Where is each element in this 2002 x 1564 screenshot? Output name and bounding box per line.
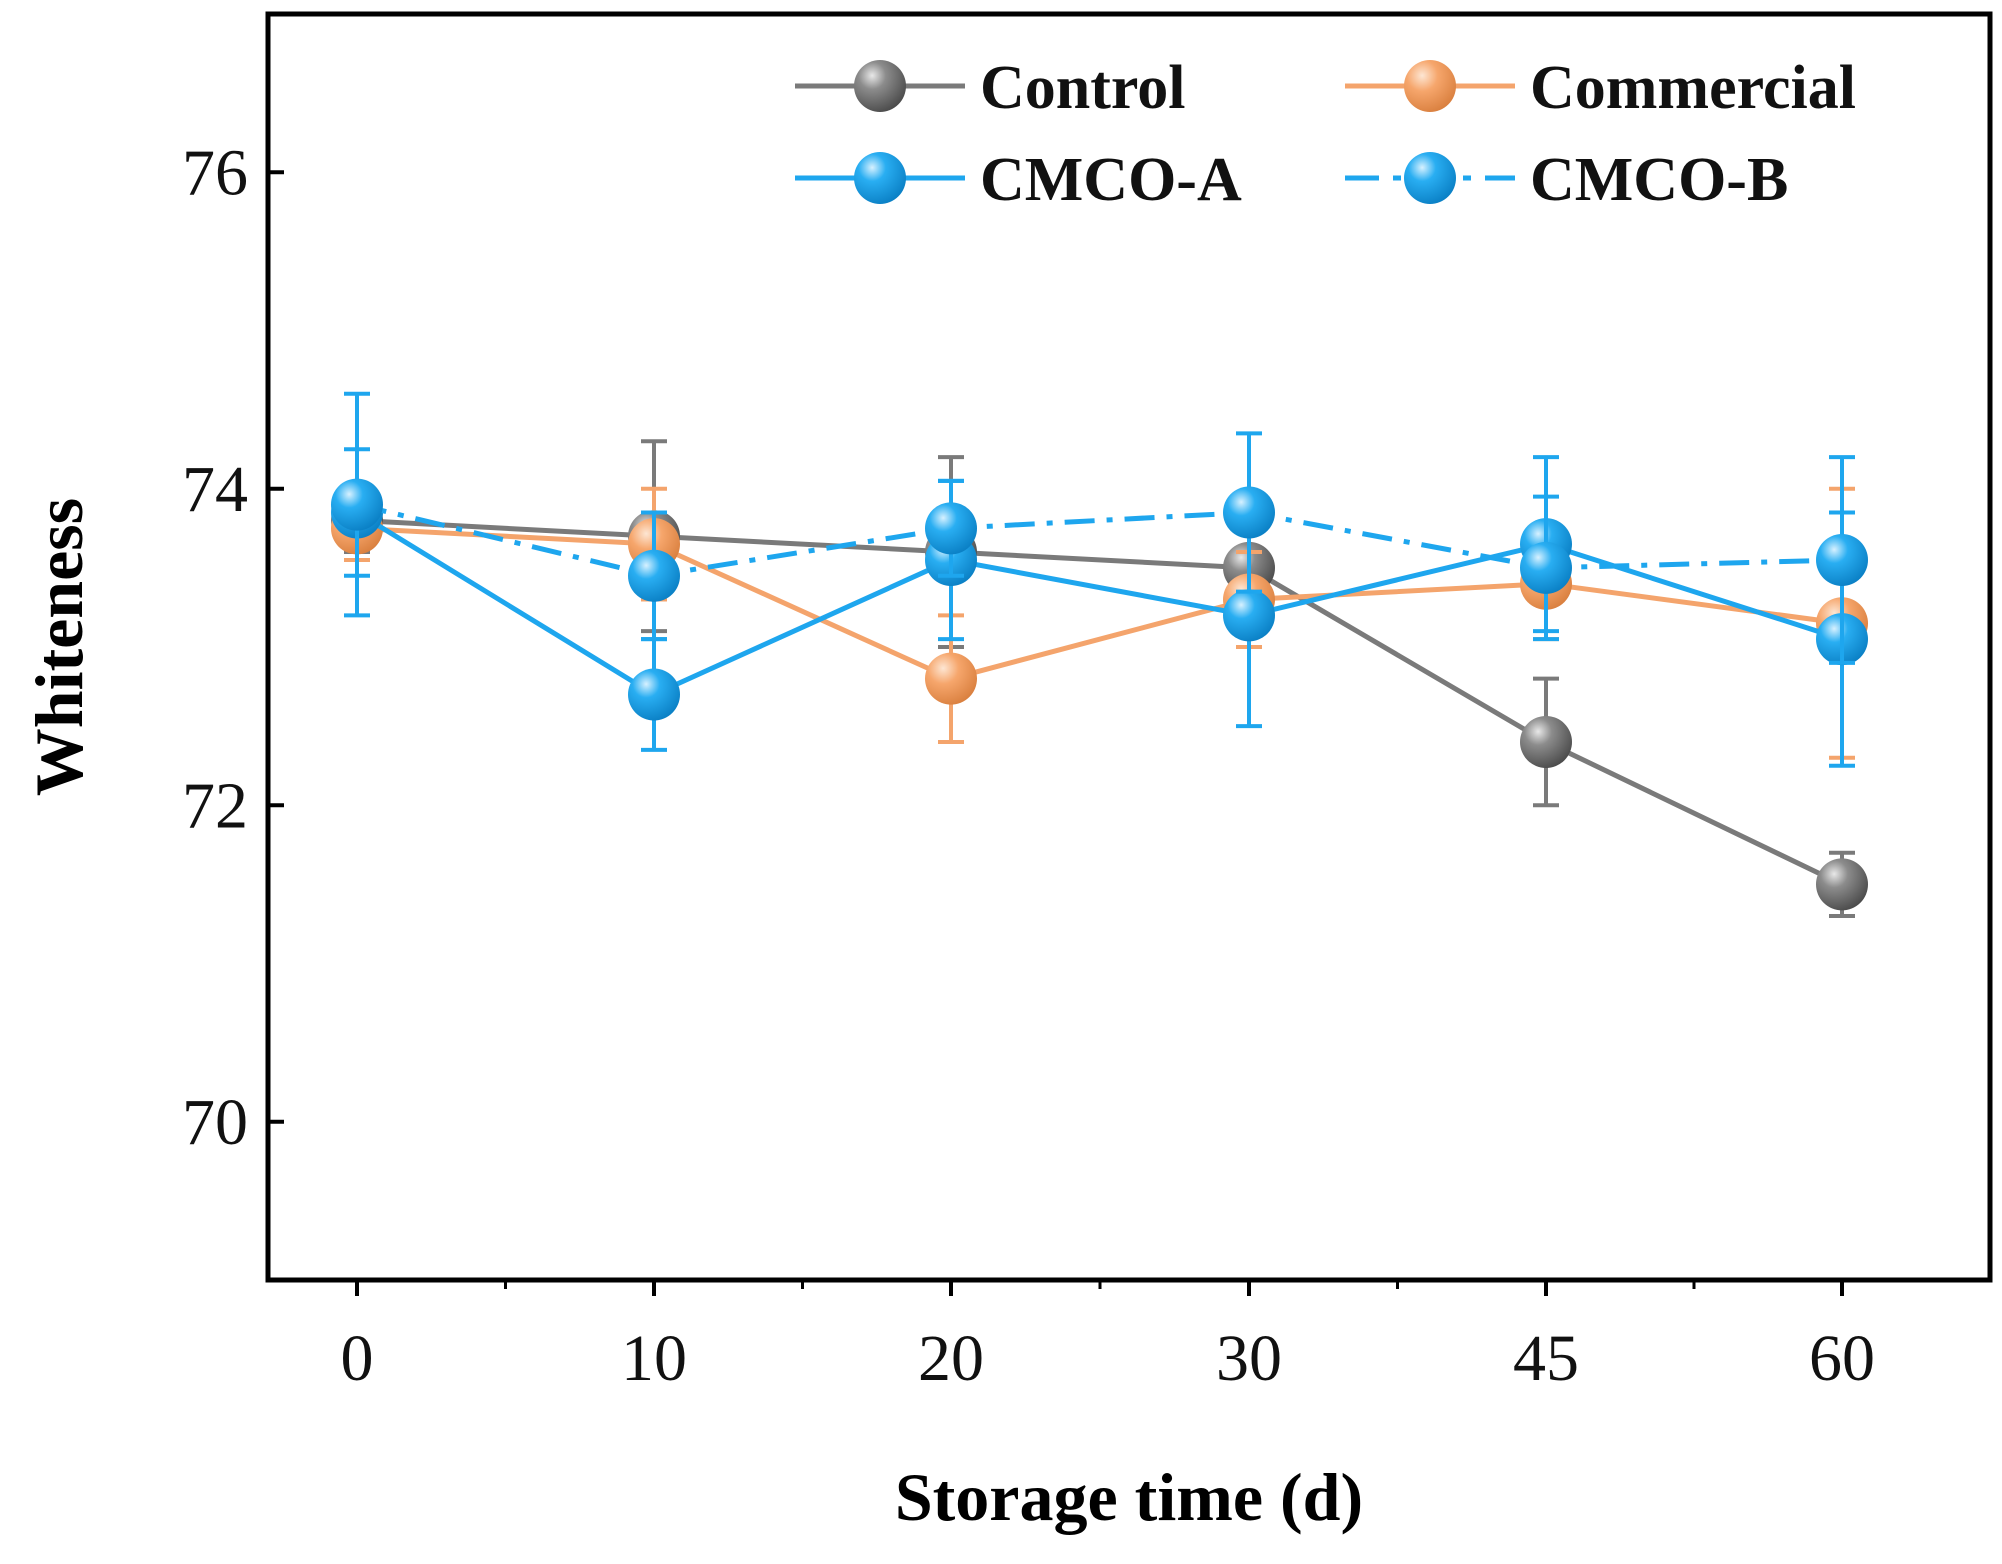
data-point (1816, 858, 1868, 911)
x-axis-title: Storage time (d) (895, 1459, 1363, 1535)
legend-label: Control (980, 54, 1186, 122)
legend: Control Commercial CMCO-A CMCO-B (795, 54, 1856, 214)
legend-item: CMCO-B (1345, 146, 1788, 214)
axis-ticks: 70 72 74 76 0 10 20 30 45 60 (182, 136, 1875, 1395)
data-point (1520, 715, 1572, 768)
x-tick-label: 60 (1809, 1322, 1875, 1395)
data-point (1223, 486, 1275, 539)
legend-item: Control (795, 54, 1186, 122)
legend-item: Commercial (1345, 54, 1856, 122)
legend-label: CMCO-A (980, 146, 1242, 214)
legend-label: CMCO-B (1530, 146, 1788, 214)
series-line (356, 502, 1843, 579)
series-line (356, 525, 1843, 682)
series-line (356, 517, 1844, 887)
data-point (925, 502, 977, 555)
x-tick-label: 30 (1216, 1322, 1282, 1395)
data-point (628, 668, 680, 721)
series-cmco-a (331, 447, 1868, 768)
x-tick-label: 0 (341, 1322, 374, 1395)
y-tick-label: 72 (182, 769, 248, 842)
y-tick-label: 76 (182, 136, 248, 209)
legend-label: Commercial (1530, 54, 1856, 122)
series-control (331, 439, 1868, 919)
plot-frame (265, 11, 1993, 1283)
legend-swatch-marker (1404, 152, 1456, 204)
data-point (331, 478, 383, 531)
series-layer (331, 391, 1868, 919)
legend-swatch-marker (1404, 60, 1456, 112)
y-axis-title: Whiteness (21, 498, 97, 796)
data-point (1223, 589, 1275, 642)
legend-item: CMCO-A (795, 146, 1242, 214)
x-tick-label: 45 (1513, 1322, 1579, 1395)
x-tick-label: 10 (621, 1322, 687, 1395)
data-point (925, 652, 977, 705)
x-tick-label: 20 (918, 1322, 984, 1395)
data-point (1816, 533, 1868, 586)
y-tick-label: 74 (182, 453, 248, 526)
data-point (628, 549, 680, 602)
data-point (1520, 541, 1572, 594)
y-tick-label: 70 (182, 1086, 248, 1159)
series-cmco-b (331, 391, 1868, 665)
series-line (355, 510, 1843, 697)
legend-swatch-marker (854, 152, 906, 204)
legend-swatch-marker (854, 60, 906, 112)
